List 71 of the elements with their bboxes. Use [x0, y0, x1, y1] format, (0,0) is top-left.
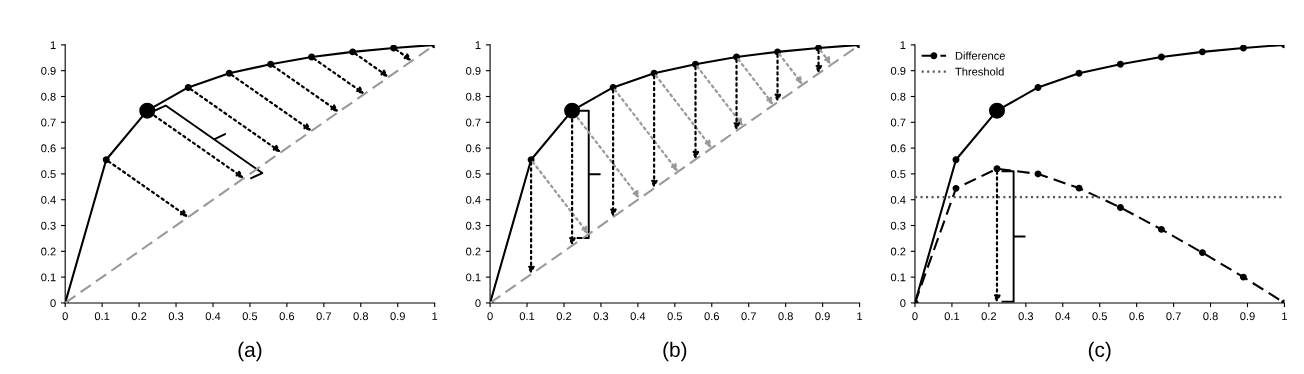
x-tick-label: 0.2 [556, 312, 572, 321]
y-tick-label: 0.9 [890, 66, 906, 75]
y-tick-label: 0.3 [890, 221, 906, 230]
x-tick-label: 0.5 [1092, 312, 1107, 321]
x-tick-label: 0.1 [94, 312, 110, 321]
y-tick-label: 0.5 [466, 170, 481, 179]
x-tick-label: 0.7 [316, 312, 331, 321]
x-tick-label: 0.7 [741, 312, 756, 321]
y-tick-label: 0.8 [466, 92, 481, 101]
x-tick-label: 0.3 [593, 312, 609, 321]
y-tick-label: 0 [900, 299, 906, 308]
y-tick-label: 1 [50, 41, 56, 49]
x-tick-label: 0.6 [704, 312, 719, 321]
y-tick-label: 1 [475, 41, 481, 49]
legend-label: Difference [955, 51, 1005, 60]
y-tick-label: 0.4 [890, 195, 906, 204]
y-tick-label: 0.8 [890, 92, 906, 101]
y-tick-label: 0.7 [890, 118, 906, 127]
x-tick-label: 0.2 [981, 312, 997, 321]
x-tick-label: 0.3 [1018, 312, 1034, 321]
x-tick-label: 0.8 [778, 312, 793, 321]
y-tick-label: 0.6 [41, 144, 56, 153]
x-tick-label: 1 [432, 312, 438, 321]
y-tick-label: 0.2 [41, 247, 56, 256]
y-tick-label: 0.1 [466, 273, 481, 282]
x-tick-label: 1 [1282, 312, 1287, 321]
y-tick-label: 0.4 [466, 195, 481, 204]
y-tick-label: 0.7 [41, 118, 56, 127]
x-tick-label: 0.6 [1129, 312, 1144, 321]
y-tick-label: 0.2 [466, 247, 481, 256]
x-tick-label: 0.4 [205, 312, 221, 321]
y-tick-label: 0.3 [466, 221, 481, 230]
x-axis-title: (c) [1088, 341, 1111, 362]
x-tick-label: 0.7 [1166, 312, 1181, 321]
x-tick-label: 0.5 [667, 312, 683, 321]
y-tick-label: 0.9 [466, 66, 481, 75]
y-tick-label: 0.6 [890, 144, 906, 153]
y-tick-label: 0.7 [466, 118, 481, 127]
x-tick-label: 0.3 [168, 312, 184, 321]
y-tick-label: 0.1 [41, 273, 56, 282]
x-axis-title: (a) [238, 341, 262, 362]
x-tick-label: 0.9 [390, 312, 405, 321]
y-tick-label: 0 [475, 299, 481, 308]
y-tick-label: 0.8 [41, 92, 56, 101]
x-tick-label: 0.6 [279, 312, 295, 321]
x-tick-label: 0.2 [131, 312, 147, 321]
x-tick-label: 0 [487, 312, 493, 321]
x-tick-label: 0.9 [815, 312, 830, 321]
y-tick-label: 1 [900, 41, 906, 49]
y-tick-label: 0.9 [41, 66, 56, 75]
x-tick-label: 0 [912, 312, 918, 321]
x-tick-label: 0.8 [353, 312, 369, 321]
x-tick-label: 0.4 [1055, 312, 1071, 321]
x-tick-label: 0.4 [630, 312, 646, 321]
x-tick-label: 0.1 [944, 312, 960, 321]
y-tick-label: 0.4 [41, 195, 56, 204]
legend-label: Threshold [955, 67, 1004, 76]
y-tick-label: 0.6 [466, 144, 481, 153]
x-axis-title: (b) [663, 341, 687, 362]
x-tick-label: 0.5 [242, 312, 258, 321]
x-tick-label: 0 [62, 312, 68, 321]
y-tick-label: 0 [50, 299, 56, 308]
x-tick-label: 0.1 [519, 312, 535, 321]
x-tick-label: 0.8 [1203, 312, 1218, 321]
y-tick-label: 0.5 [890, 170, 906, 179]
y-tick-label: 0.1 [890, 273, 906, 282]
x-tick-label: 1 [857, 312, 863, 321]
y-tick-label: 0.3 [41, 221, 56, 230]
y-tick-label: 0.5 [41, 170, 56, 179]
x-tick-label: 0.9 [1240, 312, 1255, 321]
y-tick-label: 0.2 [890, 247, 906, 256]
